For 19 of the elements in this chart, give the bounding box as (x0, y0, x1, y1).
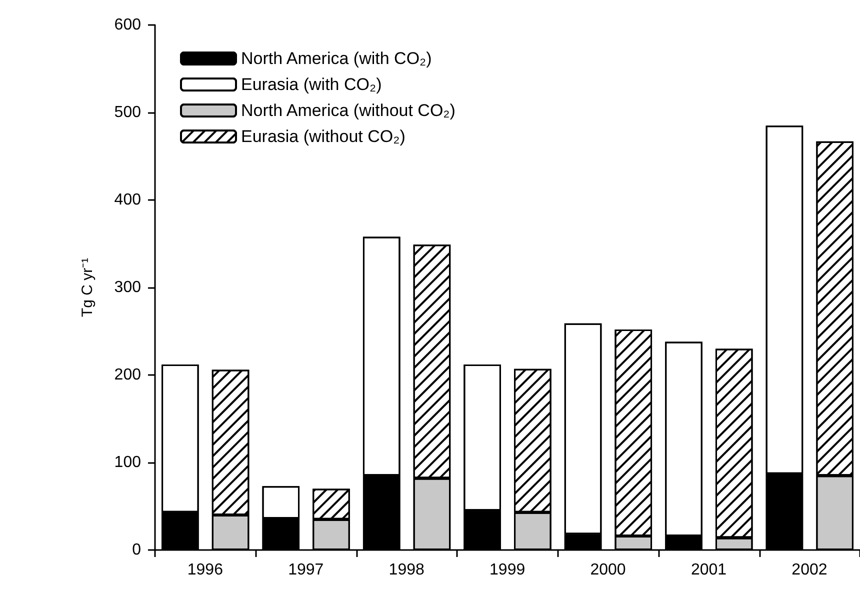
x-tick-label: 1998 (388, 562, 425, 578)
x-tick-label: 1996 (187, 562, 224, 578)
legend-label: North America (without CO₂) (241, 101, 456, 120)
x-tick-label: 2001 (690, 562, 727, 578)
legend-label: North America (with CO₂) (241, 49, 432, 68)
y-tick-label: 0 (132, 542, 142, 558)
x-tick-label: 2000 (590, 562, 626, 578)
x-tick-label: 1997 (288, 562, 324, 578)
y-tick-label: 600 (114, 16, 142, 34)
y-axis-title: Tg C yr⁻¹ (79, 258, 96, 318)
y-tick-label: 500 (114, 104, 142, 121)
x-tick-label: 1999 (490, 562, 526, 578)
y-tick-label: 300 (114, 279, 142, 296)
y-tick-label: 400 (114, 192, 142, 208)
y-tick-label: 100 (114, 454, 142, 471)
y-tick-label: 200 (114, 366, 142, 384)
legend-label: Eurasia (without CO₂) (241, 127, 406, 146)
legend-label: Eurasia (with CO₂) (241, 75, 382, 94)
x-tick-label: 2002 (792, 562, 828, 578)
